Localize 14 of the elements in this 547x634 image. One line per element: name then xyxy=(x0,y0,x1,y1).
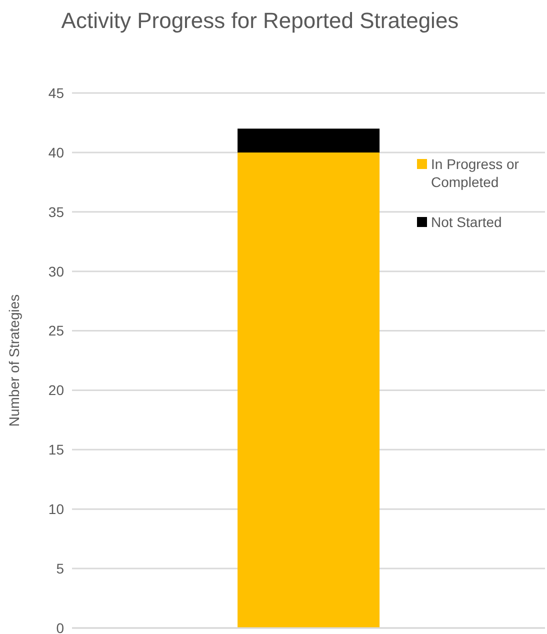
y-tick-label: 10 xyxy=(48,501,64,518)
chart-title: Activity Progress for Reported Strategies xyxy=(60,7,460,35)
legend-label: In Progress or Completed xyxy=(431,155,520,191)
y-tick-label: 15 xyxy=(48,442,64,458)
y-tick-label: 45 xyxy=(48,84,64,101)
y-tick-label: 30 xyxy=(48,263,64,280)
legend-label: Not Started xyxy=(431,213,502,231)
y-tick-label: 5 xyxy=(56,560,64,577)
y-tick-label: 20 xyxy=(48,382,64,398)
y-tick-label: 40 xyxy=(48,144,64,160)
y-tick-label: 0 xyxy=(56,620,64,634)
y-tick-label: 35 xyxy=(48,204,64,220)
y-axis-title: Number of Strategies xyxy=(6,294,22,427)
y-tick-label: 25 xyxy=(48,322,64,339)
